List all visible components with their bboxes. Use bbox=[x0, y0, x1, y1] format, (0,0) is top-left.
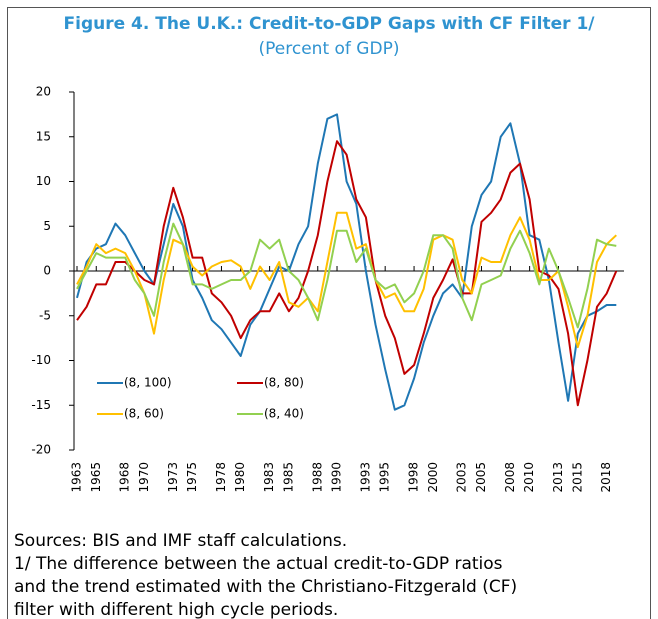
x-tick-label: 1998 bbox=[407, 462, 421, 493]
frame bbox=[7, 7, 651, 619]
x-tick-label: 1973 bbox=[166, 462, 180, 493]
note: Sources: BIS and IMF staff calculations. bbox=[14, 531, 347, 551]
chart-title: Figure 4. The U.K.: Credit-to-GDP Gaps w… bbox=[64, 14, 596, 34]
series-line bbox=[76, 222, 617, 329]
x-tick-label: 1995 bbox=[378, 462, 392, 493]
y-tick-label: 0 bbox=[43, 264, 51, 278]
legend-label: (8, 40) bbox=[264, 407, 304, 421]
x-tick-label: 2018 bbox=[599, 462, 613, 493]
x-tick-label: 2005 bbox=[474, 462, 488, 493]
x-tick-label: 1990 bbox=[330, 462, 344, 493]
x-tick-label: 1965 bbox=[89, 462, 103, 493]
note: filter with different high cycle periods… bbox=[14, 600, 338, 619]
x-tick-label: 1983 bbox=[262, 462, 276, 493]
x-tick-label: 1978 bbox=[214, 462, 228, 493]
y-tick-label: -20 bbox=[31, 443, 51, 457]
x-tick-label: 1993 bbox=[358, 462, 372, 493]
y-tick-label: -5 bbox=[39, 308, 51, 322]
x-tick-label: 1988 bbox=[310, 462, 324, 493]
x-tick-label: 1970 bbox=[137, 462, 151, 493]
x-tick-label: 2000 bbox=[426, 462, 440, 493]
series-line bbox=[76, 140, 618, 407]
x-tick-label: 2013 bbox=[551, 462, 565, 493]
legend-label: (8, 100) bbox=[124, 376, 172, 390]
y-tick-label: 10 bbox=[36, 174, 51, 188]
series-line bbox=[76, 211, 617, 349]
y-tick-label: -10 bbox=[31, 353, 51, 367]
note: 1/ The difference between the actual cre… bbox=[14, 554, 503, 574]
y-tick-label: -15 bbox=[31, 398, 51, 412]
legend-label: (8, 60) bbox=[124, 407, 164, 421]
x-tick-label: 1963 bbox=[70, 462, 84, 493]
x-tick-label: 1980 bbox=[233, 462, 247, 493]
y-tick-label: 5 bbox=[43, 219, 51, 233]
legend-label: (8, 80) bbox=[264, 376, 304, 390]
x-tick-label: 1968 bbox=[118, 462, 132, 493]
chart-subtitle: (Percent of GDP) bbox=[259, 39, 400, 59]
x-tick-label: 1975 bbox=[185, 462, 199, 493]
x-tick-label: 2010 bbox=[522, 462, 536, 493]
x-tick-label: 2015 bbox=[570, 462, 584, 493]
y-tick-label: 20 bbox=[36, 85, 51, 99]
series-line bbox=[76, 113, 617, 411]
x-tick-label: 2008 bbox=[503, 462, 517, 493]
x-tick-label: 2003 bbox=[455, 462, 469, 493]
note: and the trend estimated with the Christi… bbox=[14, 577, 517, 597]
x-tick-label: 1985 bbox=[281, 462, 295, 493]
y-tick-label: 15 bbox=[36, 129, 51, 143]
